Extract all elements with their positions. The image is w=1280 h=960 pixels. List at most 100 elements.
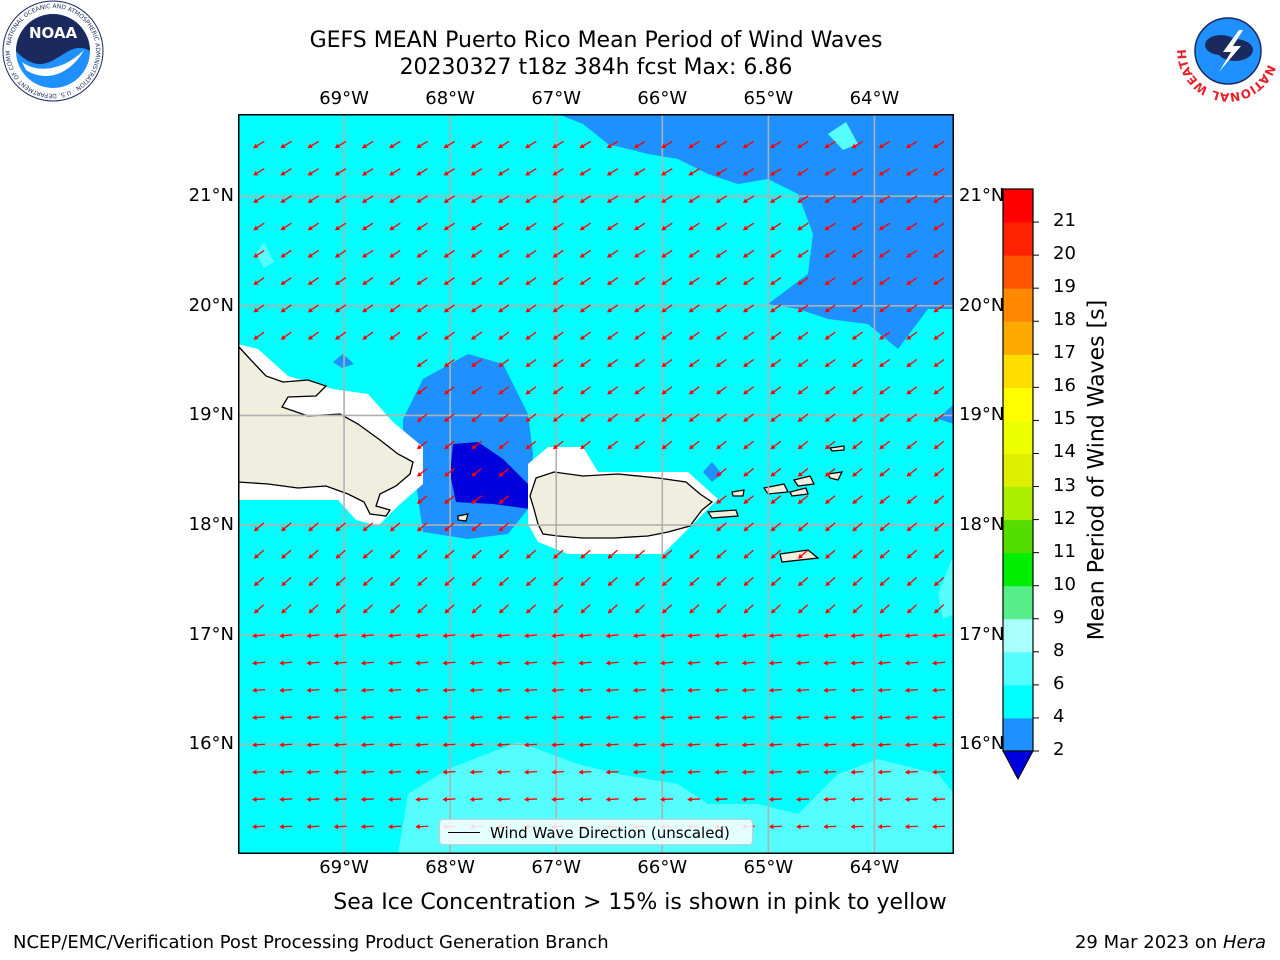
direction-arrow xyxy=(770,467,782,477)
direction-arrow xyxy=(689,577,700,587)
lat-tick-left: 21°N xyxy=(188,185,234,207)
direction-arrow xyxy=(768,633,782,639)
direction-arrow xyxy=(253,304,265,313)
direction-arrow xyxy=(743,358,755,368)
direction-arrow xyxy=(879,577,890,587)
direction-arrow xyxy=(307,249,319,258)
direction-arrow xyxy=(797,195,809,203)
direction-arrow xyxy=(281,577,292,587)
direction-arrow xyxy=(851,249,863,258)
direction-arrow xyxy=(415,687,429,693)
direction-arrow xyxy=(851,140,864,149)
direction-arrow xyxy=(715,277,727,285)
direction-arrow xyxy=(254,604,265,614)
direction-arrow xyxy=(743,331,755,340)
direction-arrow xyxy=(552,249,564,258)
direction-arrow xyxy=(578,796,592,802)
direction-arrow xyxy=(525,249,537,258)
direction-arrow xyxy=(933,358,945,368)
direction-arrow xyxy=(580,413,591,422)
direction-arrow xyxy=(633,168,646,176)
lon-tick-top: 67°W xyxy=(531,88,582,109)
direction-arrow xyxy=(851,331,863,340)
direction-arrow xyxy=(498,604,509,614)
direction-arrow xyxy=(253,222,265,231)
colorbar-tick-label: 18 xyxy=(1053,309,1076,331)
noaa-logo-text: NOAA xyxy=(29,24,78,42)
direction-arrow xyxy=(743,413,754,422)
direction-arrow xyxy=(415,633,429,639)
direction-arrow xyxy=(633,140,646,149)
direction-arrow xyxy=(415,824,429,830)
direction-arrow xyxy=(933,195,945,203)
direction-arrow xyxy=(280,195,292,203)
direction-arrow xyxy=(579,195,591,203)
direction-arrow xyxy=(770,195,782,203)
direction-arrow xyxy=(415,796,429,802)
direction-arrow xyxy=(525,277,537,285)
direction-arrow xyxy=(471,440,482,450)
direction-arrow xyxy=(932,742,946,748)
direction-arrow xyxy=(932,796,946,802)
lat-tick-left: 19°N xyxy=(188,404,234,426)
direction-arrow xyxy=(279,824,293,830)
direction-arrow xyxy=(362,549,374,559)
direction-arrow xyxy=(553,604,564,614)
direction-arrow xyxy=(852,413,863,422)
direction-arrow xyxy=(932,687,946,693)
direction-arrow xyxy=(417,522,428,532)
direction-arrow xyxy=(797,168,809,176)
direction-arrow xyxy=(688,195,700,203)
chart-subtitle: 20230327 t18z 384h fcst Max: 6.86 xyxy=(399,55,793,80)
lat-tick-right: 16°N xyxy=(959,733,1005,755)
direction-arrow xyxy=(470,168,483,176)
direction-arrow xyxy=(471,331,483,340)
direction-arrow xyxy=(743,467,754,477)
direction-arrow xyxy=(742,249,755,258)
direction-arrow xyxy=(770,304,782,313)
legend-label: Wind Wave Direction (unscaled) xyxy=(490,824,730,842)
direction-arrow xyxy=(879,604,890,614)
land-puerto-rico xyxy=(529,471,714,539)
colorbar-extend-min xyxy=(1002,750,1034,781)
direction-arrow xyxy=(661,195,673,203)
direction-arrow xyxy=(279,715,293,721)
direction-arrow xyxy=(687,796,701,802)
direction-arrow xyxy=(906,195,918,203)
direction-arrow xyxy=(687,633,701,639)
colorbar-tick-label: 10 xyxy=(1053,573,1076,595)
direction-arrow xyxy=(770,331,782,340)
direction-arrow xyxy=(689,604,700,614)
direction-arrow xyxy=(716,467,727,477)
direction-arrow xyxy=(906,249,918,258)
land-virgin-islands-2 xyxy=(762,483,790,495)
direction-arrow xyxy=(361,168,374,176)
direction-arrow xyxy=(934,604,945,614)
direction-arrow xyxy=(850,715,864,721)
legend-line-icon xyxy=(448,832,480,833)
direction-arrow xyxy=(333,824,347,830)
direction-arrow xyxy=(850,824,864,830)
direction-arrow xyxy=(551,715,565,721)
direction-arrow xyxy=(851,358,863,368)
direction-arrow xyxy=(741,687,755,693)
direction-arrow xyxy=(743,495,754,504)
direction-arrow xyxy=(498,331,510,340)
colorbar-tick-label: 14 xyxy=(1053,441,1076,463)
direction-arrow xyxy=(632,687,646,693)
direction-arrow xyxy=(933,168,945,176)
direction-arrow xyxy=(770,440,782,450)
direction-arrow xyxy=(496,633,510,639)
direction-arrow xyxy=(498,277,510,285)
footer-credit: NCEP/EMC/Verification Post Processing Pr… xyxy=(13,932,609,953)
direction-arrow xyxy=(281,522,292,532)
direction-arrow xyxy=(906,331,918,340)
direction-arrow xyxy=(906,522,918,532)
direction-arrow xyxy=(389,331,401,340)
direction-arrow xyxy=(360,824,374,830)
direction-arrow xyxy=(634,549,646,559)
lat-tick-right: 17°N xyxy=(959,623,1005,645)
direction-arrow xyxy=(714,633,728,639)
direction-arrow xyxy=(361,140,374,149)
direction-arrow xyxy=(471,577,482,587)
